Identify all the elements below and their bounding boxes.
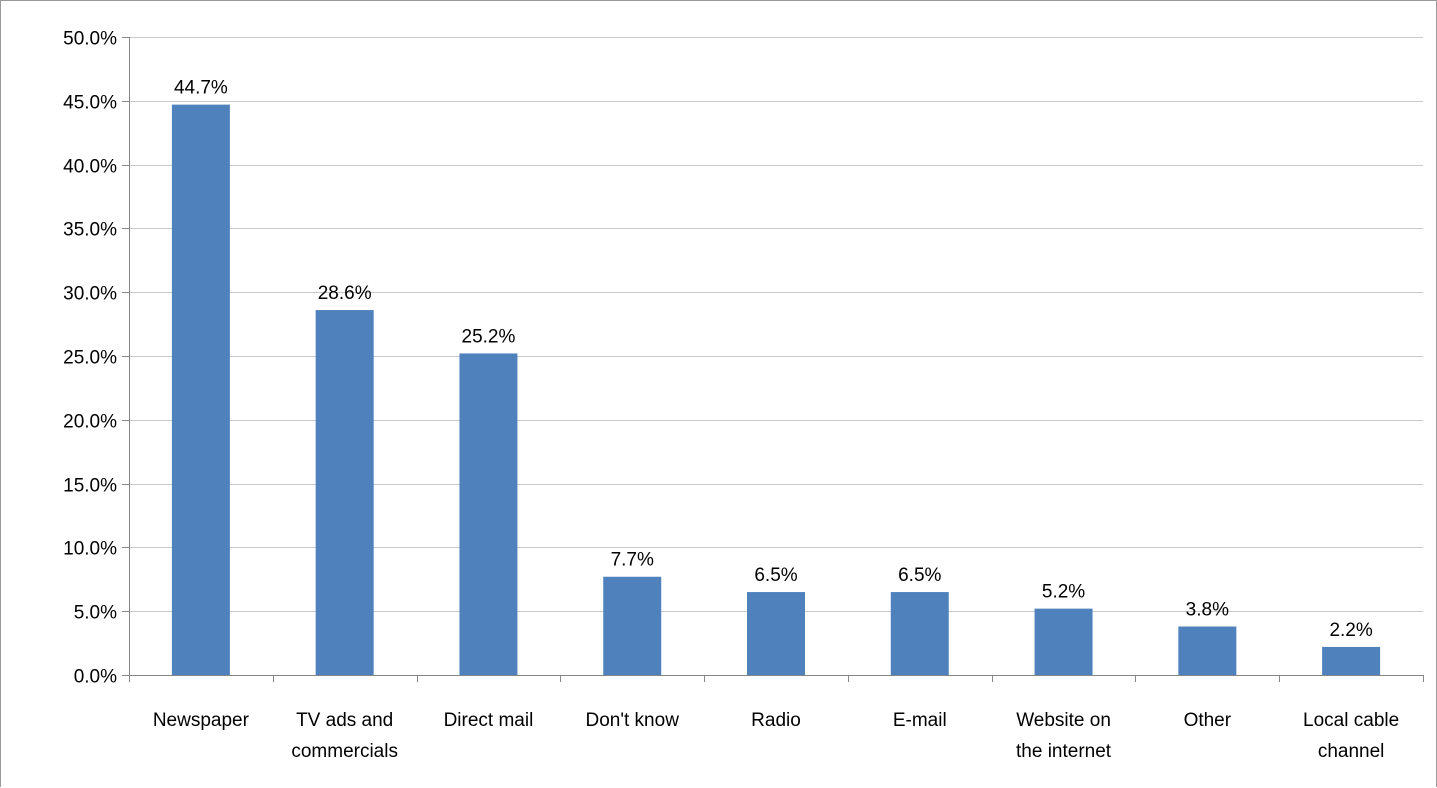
labels: 0.0% 5.0% 10.0% 15.0% 20.0% 25.0% 30.0% 35.0% 40… [63,29,1399,763]
axes [122,37,1424,682]
y-tick-label: 15.0% [63,476,117,497]
y-tick-label: 5.0% [74,603,117,624]
data-label: 6.5% [754,565,797,586]
bar [1034,608,1093,675]
bar [459,353,518,675]
data-label: 3.8% [1186,600,1229,621]
bar [1322,646,1381,675]
data-label: 28.6% [318,283,372,304]
data-label: 2.2% [1329,620,1372,641]
category-label: Other [1184,710,1232,731]
data-label: 5.2% [1042,582,1085,603]
data-label: 7.7% [611,550,654,571]
bar [171,104,230,676]
category-label: Don't know [586,710,680,731]
data-label: 6.5% [898,565,941,586]
y-tick-label: 25.0% [63,348,117,369]
category-label: TV ads and [296,710,393,731]
y-tick-label: 10.0% [63,539,117,560]
bar [890,592,949,675]
y-tick-label: 0.0% [74,667,117,688]
category-label: E-mail [893,710,947,731]
category-label: Radio [751,710,801,731]
y-tick-label: 50.0% [63,29,117,50]
data-label: 44.7% [174,78,228,99]
category-label: channel [1318,741,1385,762]
category-label: Direct mail [444,710,534,731]
data-label: 25.2% [462,326,516,347]
category-label: the internet [1016,741,1112,762]
y-tick-label: 45.0% [63,93,117,114]
y-tick-label: 20.0% [63,412,117,433]
category-label: Local cable [1303,710,1399,731]
bar [603,576,662,675]
bar [1178,626,1237,675]
y-tick-label: 35.0% [63,220,117,241]
category-label: Website on [1016,710,1111,731]
category-label: commercials [291,741,398,762]
category-label: Newspaper [153,710,250,731]
y-tick-label: 40.0% [63,157,117,178]
y-tick-label: 30.0% [63,284,117,305]
bar [315,310,374,675]
bar [747,592,805,675]
bars [171,104,1381,676]
